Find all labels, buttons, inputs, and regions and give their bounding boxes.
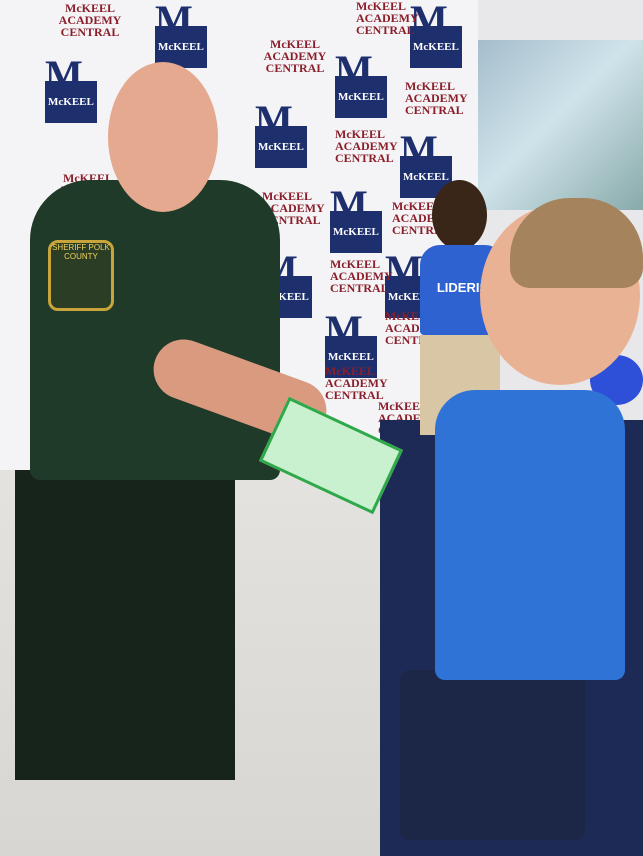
backdrop-text: McKEEL ACADEMY CENTRAL xyxy=(325,364,388,402)
boy-shorts xyxy=(400,670,585,840)
backdrop-text: McKEEL ACADEMY CENTRAL xyxy=(356,0,419,37)
student-head xyxy=(432,180,487,250)
officer-uniform xyxy=(30,180,280,480)
sheriff-patch: SHERIFF POLK COUNTY xyxy=(48,240,114,311)
officer-pants xyxy=(15,470,235,780)
backdrop-text: McKEEL ACADEMY CENTRAL xyxy=(263,37,327,75)
officer-head xyxy=(108,62,218,212)
backdrop-text: McKEEL ACADEMY CENTRAL xyxy=(335,127,398,165)
backdrop-text: McKEEL ACADEMY CENTRAL xyxy=(405,79,468,117)
backdrop-text: McKEEL ACADEMY CENTRAL xyxy=(58,1,122,39)
boy-shirt xyxy=(435,390,625,680)
backdrop-text: McKEEL ACADEMY CENTRAL xyxy=(330,257,393,295)
boy-hair xyxy=(510,198,643,288)
display-screen xyxy=(455,40,643,210)
patch-text: SHERIFF POLK COUNTY xyxy=(52,243,110,261)
